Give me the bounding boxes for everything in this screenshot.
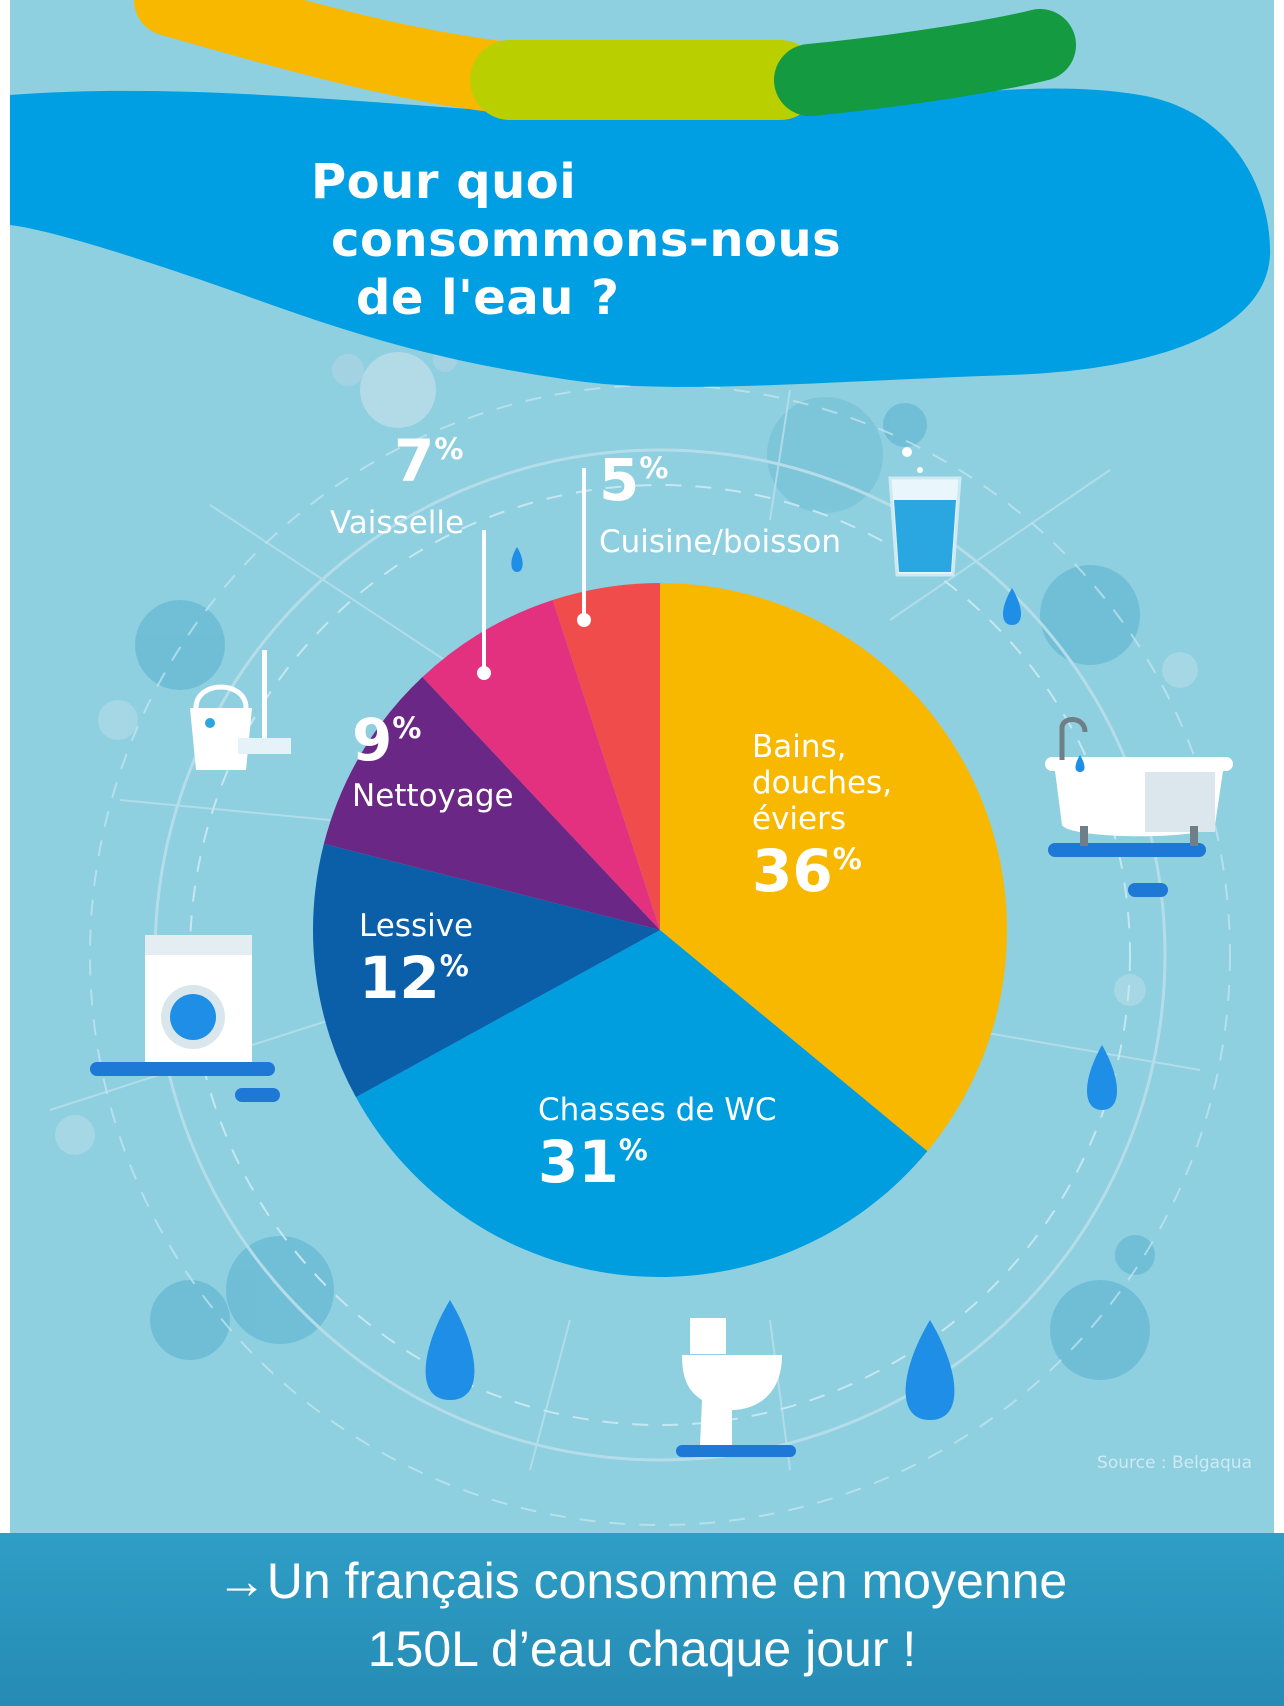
page-title-line-2: consommons-nous	[331, 212, 842, 268]
slice-label-3: Nettoyage	[352, 778, 514, 814]
slice-label-2: Lessive	[359, 908, 473, 944]
pie-slice-4	[422, 599, 660, 930]
slice-label-5: Cuisine/boisson	[599, 524, 841, 560]
data-label-value-5: 5%	[599, 446, 668, 514]
pie-chart	[313, 583, 1007, 1277]
bucket-mop-icon	[190, 650, 291, 770]
pie-slice-2	[313, 843, 660, 1098]
toilet-icon	[676, 1318, 796, 1457]
percent-sign: %	[619, 1133, 648, 1167]
data-label-value-2: 12%	[359, 944, 469, 1012]
title-banner	[10, 0, 1274, 387]
washing-machine-icon	[90, 935, 280, 1102]
leader-lines	[477, 468, 591, 680]
percent-sign: %	[434, 432, 463, 466]
percent-sign: %	[440, 949, 469, 983]
bathtub-icon	[1045, 717, 1233, 897]
page-title-line-1: Pour quoi	[311, 154, 577, 210]
pie-slice-3	[323, 677, 660, 930]
page-title-line-3: de l'eau ?	[356, 270, 620, 326]
caption-line-1: →Un français consomme en moyenne	[216, 1553, 1068, 1609]
glass-of-water-icon	[888, 447, 962, 577]
background-bubbles	[55, 348, 1198, 1380]
pie-slice-5	[552, 583, 660, 930]
infographic: Bains, douches, éviers 36% Chasses de WC 31% L…	[10, 0, 1274, 1533]
slice-label-4: Vaisselle	[330, 505, 464, 541]
pie-slice-0	[660, 583, 1007, 1152]
slice-label-0: Bains,	[752, 729, 847, 765]
percent-sign: %	[392, 711, 421, 745]
water-drop-icon	[425, 547, 1117, 1420]
percent-sign: %	[639, 451, 668, 485]
slice-label-0: douches,	[752, 765, 892, 801]
data-label-value-4: 7%	[394, 427, 463, 495]
pie-slice-1	[355, 930, 928, 1277]
slice-label-0: éviers	[752, 801, 846, 837]
source-note: Source : Belgaqua	[1097, 1453, 1252, 1473]
data-label-value-3: 9%	[352, 706, 421, 774]
caption-banner: →Un français consomme en moyenne 150L d’…	[0, 1533, 1284, 1706]
caption-line-2: 150L d’eau chaque jour !	[367, 1621, 917, 1677]
percent-sign: %	[833, 842, 862, 876]
slice-label-1: Chasses de WC	[538, 1092, 777, 1128]
